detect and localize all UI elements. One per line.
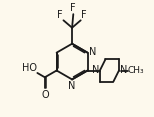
Text: F: F [57,10,63,20]
Text: F: F [71,3,76,13]
Text: N: N [120,65,127,75]
Text: F: F [81,10,87,20]
Text: N: N [68,81,76,91]
Text: O: O [41,90,49,100]
Text: N: N [92,65,99,75]
Text: HO: HO [22,63,37,73]
Text: CH₃: CH₃ [128,66,145,75]
Text: N: N [89,47,96,57]
